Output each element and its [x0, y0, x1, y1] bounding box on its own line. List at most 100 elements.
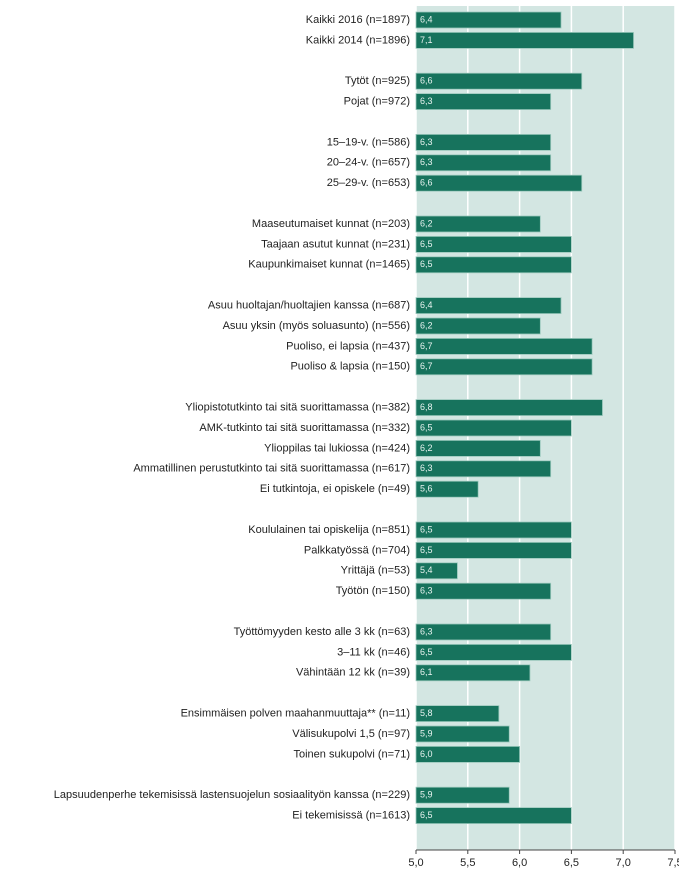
category-label: Ammatillinen perustutkinto tai sitä suor…: [133, 463, 410, 475]
category-label: Taajaan asutut kunnat (n=231): [261, 238, 410, 250]
bar: [415, 480, 479, 498]
bar: [415, 562, 458, 580]
bar: [415, 72, 583, 90]
value-label: 6,5: [420, 524, 433, 534]
x-tick-label: 6,5: [564, 857, 579, 869]
category-label: Asuu yksin (myös soluasunto) (n=556): [223, 320, 410, 332]
category-label: Yliopistotutkinto tai sitä suorittamassa…: [185, 402, 410, 414]
bar: [415, 337, 593, 355]
category-label: Vähintään 12 kk (n=39): [296, 667, 410, 679]
value-label: 6,4: [420, 300, 433, 310]
value-label: 5,4: [420, 565, 433, 575]
category-label: Puoliso, ei lapsia (n=437): [286, 340, 410, 352]
category-label: Ei tekemisissä (n=1613): [292, 810, 410, 822]
category-label: Kaikki 2016 (n=1897): [306, 14, 410, 26]
category-label: 25–29-v. (n=653): [327, 177, 410, 189]
value-label: 6,1: [420, 667, 433, 677]
value-label: 6,3: [420, 96, 433, 106]
value-label: 6,5: [420, 545, 433, 555]
bar: [415, 154, 552, 172]
bar: [415, 439, 541, 457]
bar: [415, 358, 593, 376]
category-label: Työtön (n=150): [336, 585, 410, 597]
category-label: 15–19-v. (n=586): [327, 136, 410, 148]
bar: [415, 623, 552, 641]
value-label: 5,6: [420, 484, 433, 494]
category-label: AMK-tutkinto tai sitä suorittamassa (n=3…: [199, 422, 410, 434]
bar: [415, 93, 552, 110]
value-label: 6,7: [420, 361, 433, 371]
value-label: 6,3: [420, 626, 433, 636]
category-label: Kaupunkimaiset kunnat (n=1465): [248, 259, 410, 271]
value-label: 6,7: [420, 341, 433, 351]
value-label: 6,5: [420, 810, 433, 820]
value-label: 6,0: [420, 749, 433, 759]
bar: [415, 460, 552, 478]
category-label: Yrittäjä (n=53): [341, 565, 410, 577]
bar: [415, 582, 552, 600]
bar: [415, 133, 552, 151]
bar: [415, 297, 562, 315]
bar: [415, 317, 541, 335]
value-label: 6,6: [420, 76, 433, 86]
bar: [415, 807, 572, 824]
bar: [415, 174, 583, 192]
bar: [415, 215, 541, 233]
category-label: Ei tutkintoja, ei opiskele (n=49): [260, 483, 410, 495]
category-label: Asuu huoltajan/huoltajien kanssa (n=687): [208, 300, 410, 312]
category-label: Toinen sukupolvi (n=71): [294, 748, 411, 760]
value-label: 6,6: [420, 178, 433, 188]
value-label: 6,2: [420, 320, 433, 330]
value-label: 6,2: [420, 218, 433, 228]
bar: [415, 786, 510, 804]
bar: [415, 725, 510, 743]
value-label: 5,9: [420, 728, 433, 738]
bar: [415, 644, 572, 661]
value-label: 6,2: [420, 443, 433, 453]
category-label: Työttömyyden kesto alle 3 kk (n=63): [234, 626, 410, 638]
bar: [415, 521, 572, 539]
value-label: 6,3: [420, 157, 433, 167]
bar: [415, 399, 603, 417]
value-label: 6,5: [420, 647, 433, 657]
bar: [415, 705, 500, 722]
bar: [415, 256, 572, 274]
bar: [415, 235, 572, 253]
value-label: 7,1: [420, 35, 433, 45]
category-label: Palkkatyössä (n=704): [304, 544, 410, 556]
value-label: 6,3: [420, 586, 433, 596]
value-label: 6,8: [420, 402, 433, 412]
bar: [415, 419, 572, 437]
x-tick-label: 5,0: [408, 857, 423, 869]
bar: [415, 746, 520, 763]
category-label: Tytöt (n=925): [345, 75, 410, 87]
value-label: 6,5: [420, 239, 433, 249]
category-label: Pojat (n=972): [344, 96, 410, 108]
value-label: 6,3: [420, 137, 433, 147]
value-label: 6,4: [420, 14, 433, 24]
category-label: Lapsuudenperhe tekemisissä lastensuojelu…: [54, 789, 410, 801]
value-label: 5,9: [420, 790, 433, 800]
category-label: Ylioppilas tai lukiossa (n=424): [264, 442, 410, 454]
bar: [415, 32, 634, 49]
x-tick-label: 5,5: [460, 857, 475, 869]
x-tick-label: 7,5: [667, 857, 679, 869]
value-label: 6,5: [420, 259, 433, 269]
value-label: 5,8: [420, 708, 433, 718]
category-label: Puoliso & lapsia (n=150): [290, 361, 410, 373]
category-label: Ensimmäisen polven maahanmuuttaja** (n=1…: [181, 708, 410, 720]
category-label: Maaseutumaiset kunnat (n=203): [252, 218, 410, 230]
bar: [415, 664, 531, 682]
category-label: 20–24-v. (n=657): [327, 157, 410, 169]
category-label: 3–11 kk (n=46): [337, 646, 410, 658]
x-tick-label: 6,0: [512, 857, 527, 869]
x-tick-label: 7,0: [616, 857, 631, 869]
category-label: Välisukupolvi 1,5 (n=97): [292, 728, 410, 740]
bar: [415, 542, 572, 559]
bar: [415, 11, 562, 29]
value-label: 6,5: [420, 422, 433, 432]
category-label: Kaikki 2014 (n=1896): [306, 34, 410, 46]
category-label: Koululainen tai opiskelija (n=851): [248, 524, 410, 536]
value-label: 6,3: [420, 463, 433, 473]
